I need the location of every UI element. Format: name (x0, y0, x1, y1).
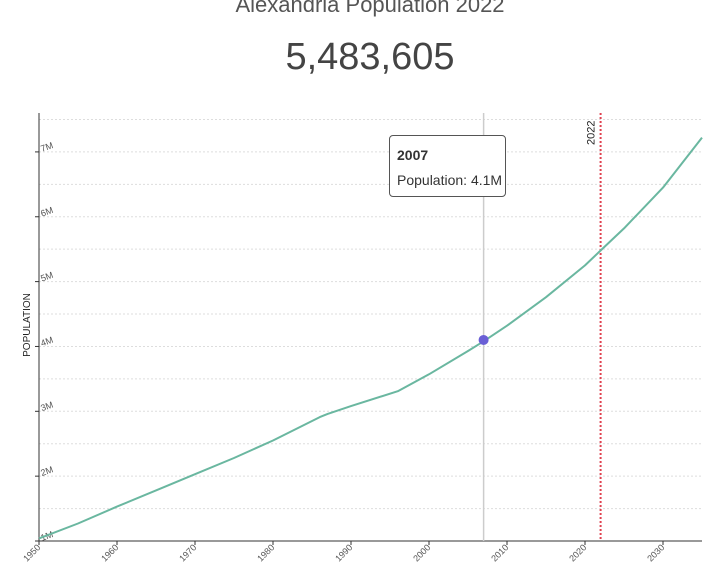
x-tick-label: 1970 (177, 542, 198, 563)
tooltip-label: Population: (397, 172, 468, 188)
y-tick-label: 3M (39, 400, 54, 414)
y-tick-label: 2M (39, 464, 54, 478)
x-tick-label: 1950 (21, 542, 42, 563)
x-tick-label: 1990 (333, 542, 354, 563)
x-tick-label: 2010 (489, 542, 510, 563)
y-tick-label: 4M (39, 335, 54, 349)
y-tick-label: 6M (39, 205, 54, 219)
x-tick-label: 2000 (411, 542, 432, 563)
y-tick-label: 5M (39, 270, 54, 284)
year-marker-label: 2022 (586, 121, 598, 145)
population-series-line (38, 136, 703, 540)
chart-title: Alexandria Population 2022 (235, 0, 505, 17)
tooltip-year: 2007 (397, 147, 429, 163)
current-population-value: 5,483,605 (285, 36, 455, 78)
tooltip-population: Population: 4.1M (397, 172, 505, 188)
y-axis-label: POPULATION (22, 293, 33, 357)
hover-point (478, 334, 489, 345)
tooltip: 2007 Population: 4.1M (389, 135, 506, 197)
x-tick-label: 1980 (255, 542, 276, 563)
x-tick-label: 2030 (645, 542, 666, 563)
y-tick-label: 7M (39, 140, 54, 154)
x-tick-label: 2020 (567, 542, 588, 563)
tooltip-value: 4.1M (470, 172, 503, 188)
x-tick-label: 1960 (99, 542, 120, 563)
